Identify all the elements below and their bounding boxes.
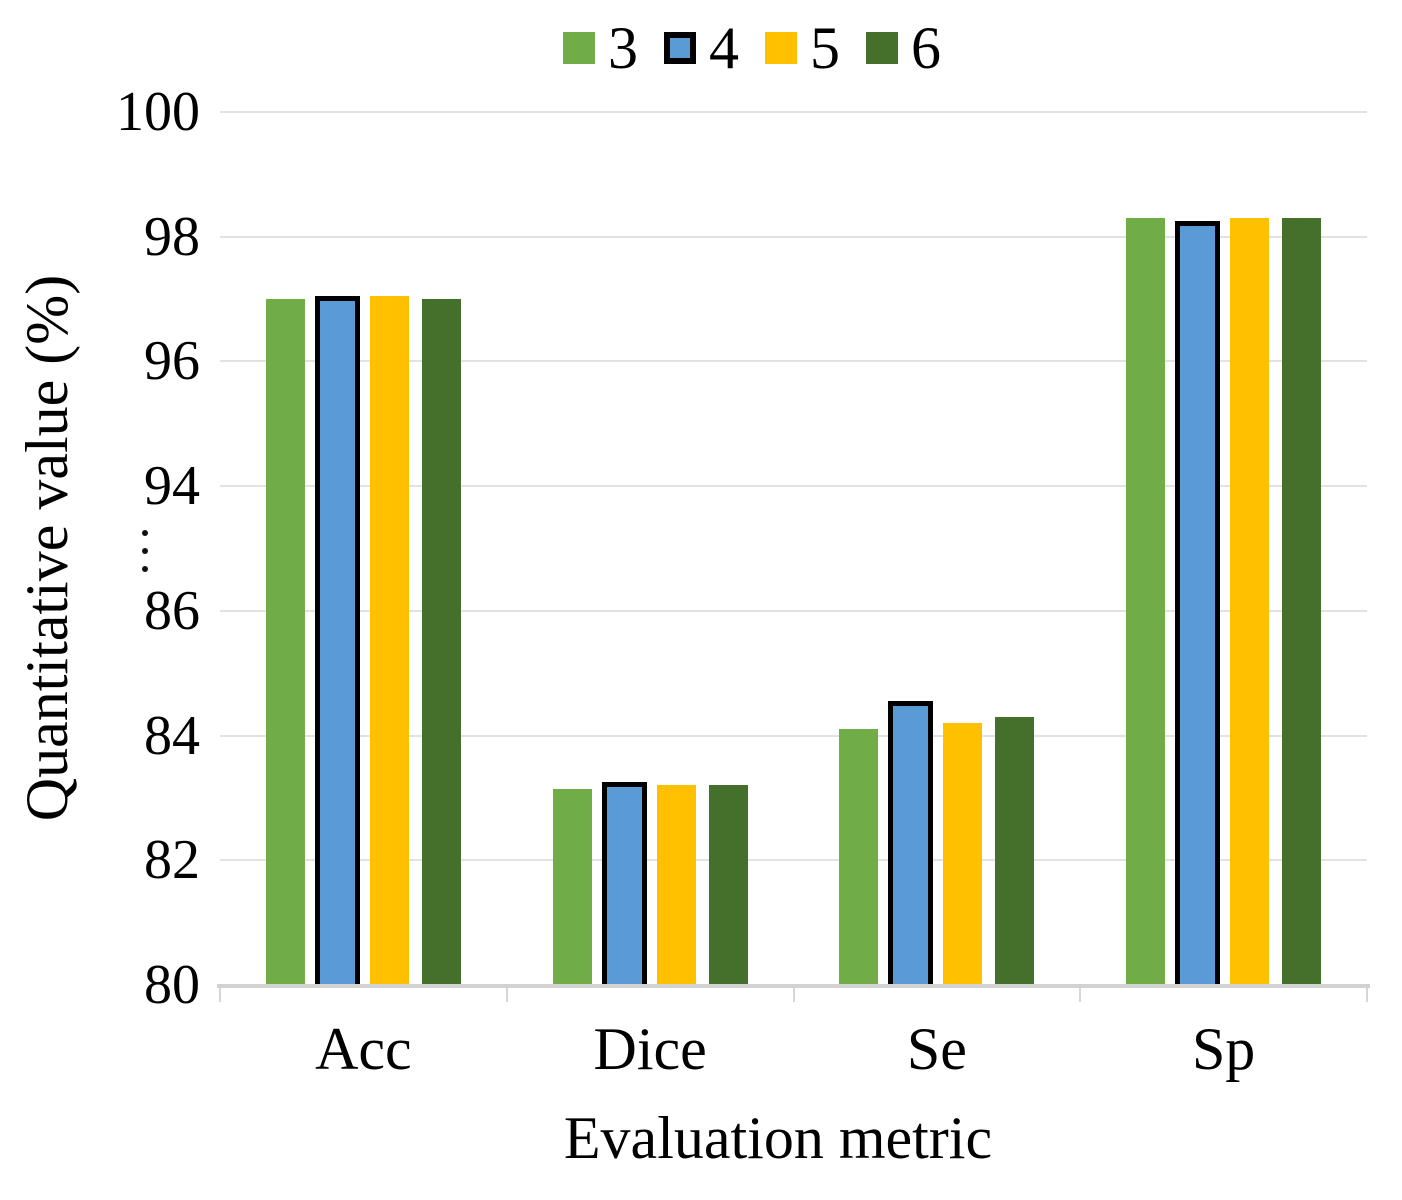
y-tick-label-84: 84 — [144, 704, 200, 767]
x-axis-line — [217, 984, 1370, 988]
bar-5-Dice — [656, 785, 696, 985]
x-category-label-Acc: Acc — [315, 1016, 412, 1082]
legend-item-5: 5 — [765, 18, 840, 78]
legend-label-3: 3 — [608, 15, 638, 81]
legend-item-3: 3 — [563, 18, 638, 78]
gridline-86 — [220, 609, 1367, 612]
bar-6-Acc — [421, 299, 461, 985]
y-tick-label-98: 98 — [144, 205, 200, 268]
bar-6-Se — [995, 716, 1035, 985]
x-category-label-Se: Se — [906, 1016, 967, 1082]
y-tick-label-94: 94 — [144, 455, 200, 518]
y-tick-label-86: 86 — [144, 579, 200, 642]
x-axis-tick — [219, 985, 221, 1002]
gridline-98 — [220, 235, 1367, 238]
y-tick-label-100: 100 — [116, 81, 200, 143]
bar-5-Se — [943, 723, 983, 985]
gridline-84 — [220, 734, 1367, 737]
x-category-label-Sp: Sp — [1191, 1016, 1256, 1082]
legend-marker-4-icon — [664, 32, 696, 64]
legend-marker-6-icon — [866, 32, 898, 64]
bar-4-Sp — [1175, 221, 1221, 985]
bar-5-Sp — [1230, 218, 1270, 985]
x-category-label-Dice: Dice — [593, 1016, 707, 1082]
legend-label-6: 6 — [911, 15, 941, 81]
chart-legend: 3 4 5 6 — [563, 16, 967, 80]
x-axis-title: Evaluation metric — [563, 1105, 993, 1171]
bar-6-Sp — [1282, 218, 1322, 985]
gridline-100 — [220, 111, 1367, 113]
gridline-96 — [220, 360, 1367, 363]
bar-4-Se — [888, 701, 934, 985]
legend-label-4: 4 — [709, 15, 739, 81]
bar-3-Se — [839, 729, 879, 985]
legend-label-5: 5 — [810, 15, 840, 81]
y-tick-label-80: 80 — [144, 954, 200, 1016]
y-tick-label-82: 82 — [144, 829, 200, 892]
x-axis-tick — [505, 985, 508, 1002]
bar-4-Dice — [601, 782, 647, 985]
bar-4-Acc — [314, 295, 360, 985]
bar-3-Acc — [265, 299, 305, 985]
bar-3-Dice — [552, 788, 592, 985]
axis-break-ellipsis-dot-3 — [142, 566, 148, 572]
x-axis-tick — [792, 985, 795, 1002]
bar-3-Sp — [1126, 218, 1166, 985]
bar-6-Dice — [708, 785, 748, 985]
gridline-94 — [220, 485, 1367, 488]
y-tick-label-96: 96 — [144, 330, 200, 393]
legend-item-6: 6 — [866, 18, 941, 78]
axis-break-ellipsis-dot-2 — [142, 548, 148, 554]
legend-marker-5-icon — [765, 32, 797, 64]
legend-item-4: 4 — [664, 18, 739, 78]
gridline-82 — [220, 859, 1367, 862]
bar-5-Acc — [369, 295, 409, 985]
axis-break-ellipsis-dot-1 — [142, 530, 148, 536]
x-axis-tick — [1079, 985, 1082, 1002]
legend-marker-3-icon — [563, 32, 595, 64]
x-axis-tick — [1366, 985, 1368, 1002]
